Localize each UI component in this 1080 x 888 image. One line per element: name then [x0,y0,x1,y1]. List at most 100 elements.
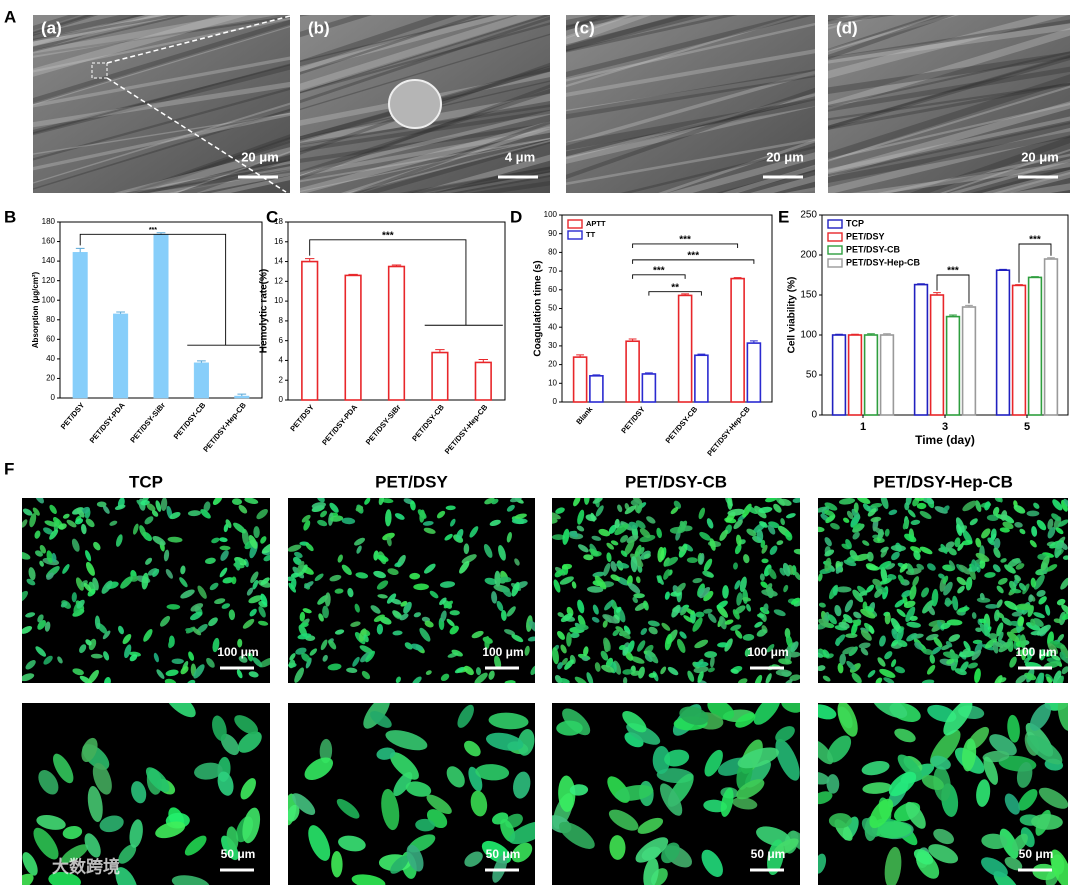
cell [167,536,183,543]
cell [76,508,85,518]
cell [386,593,397,604]
cell [945,640,953,648]
significance-label: ** [671,282,679,293]
cell [118,844,137,864]
cell [316,498,325,503]
bar [863,334,879,416]
cell [163,549,170,562]
cell [1016,603,1034,611]
cell [22,673,35,682]
cell [837,703,858,737]
cell [769,545,778,555]
cell [971,612,977,619]
cell [822,675,831,682]
cell [257,620,269,626]
cell [392,610,402,618]
cell [377,594,388,599]
cell [975,500,982,513]
cell [373,570,386,579]
fiber-streak [33,17,290,73]
error-bar [1047,257,1055,259]
cell [129,819,143,848]
sem-image: (b) 4 μm [300,15,550,193]
cell [1014,522,1023,528]
error-bar [965,304,973,307]
cell [862,782,892,794]
cell [921,679,935,683]
cell [851,508,861,520]
fiber-streak [300,15,516,72]
cell [734,580,741,590]
cell [188,651,195,661]
y-tick-label: 180 [42,217,56,226]
cell [594,575,607,590]
cell [663,569,671,580]
y-axis-label: Coagulation time (s) [533,260,544,356]
cell [617,504,623,513]
cell [639,528,651,538]
cell [993,538,1001,550]
cell [153,652,159,663]
cell [957,585,965,594]
cell [775,726,795,742]
cell [761,558,769,564]
cell [880,546,889,553]
cell [878,561,892,570]
cell [818,602,826,608]
cell [461,554,477,564]
fiber-streak [828,15,882,30]
cell [905,606,916,622]
cell [860,647,869,656]
cell [220,550,229,561]
cell [389,752,419,780]
cell [386,536,392,547]
cell [866,551,874,562]
fiber-streak [828,82,1070,121]
fiber-streak [566,100,815,157]
y-tick-label: 60 [548,285,557,294]
cell [392,630,403,636]
cell [719,615,727,630]
fiber-streak [828,54,1070,129]
cell [1004,564,1016,574]
cell [72,609,85,617]
x-axis-label: Time (day) [915,433,975,447]
cell [818,791,833,805]
cell [475,667,482,676]
cell [600,650,609,661]
cell [868,625,875,635]
cell [679,631,687,639]
panel-label: B [4,207,16,226]
cell [253,526,260,539]
fiber-streak [828,15,1069,79]
fiber-streak [566,15,570,17]
cell [474,672,488,683]
cell [370,605,381,614]
y-tick-label: 40 [46,354,55,363]
cell [896,608,906,618]
cell [1039,649,1046,661]
cell [606,552,612,563]
cell [872,703,908,719]
cell [737,678,748,683]
cell [1007,557,1021,568]
cell [419,627,431,642]
cell [124,644,132,659]
cell [500,576,512,583]
cell [295,647,307,655]
cell [233,522,246,534]
bar [746,342,762,403]
cell [39,560,44,567]
cell [602,614,619,624]
cell [1056,598,1066,606]
cell [589,548,599,556]
cell [620,535,629,543]
cell [930,755,951,770]
cell [341,517,356,525]
cell [309,648,318,656]
cell [1047,518,1054,530]
bar [694,354,709,403]
cell [246,587,254,596]
cell [899,563,908,573]
cell [308,825,331,861]
